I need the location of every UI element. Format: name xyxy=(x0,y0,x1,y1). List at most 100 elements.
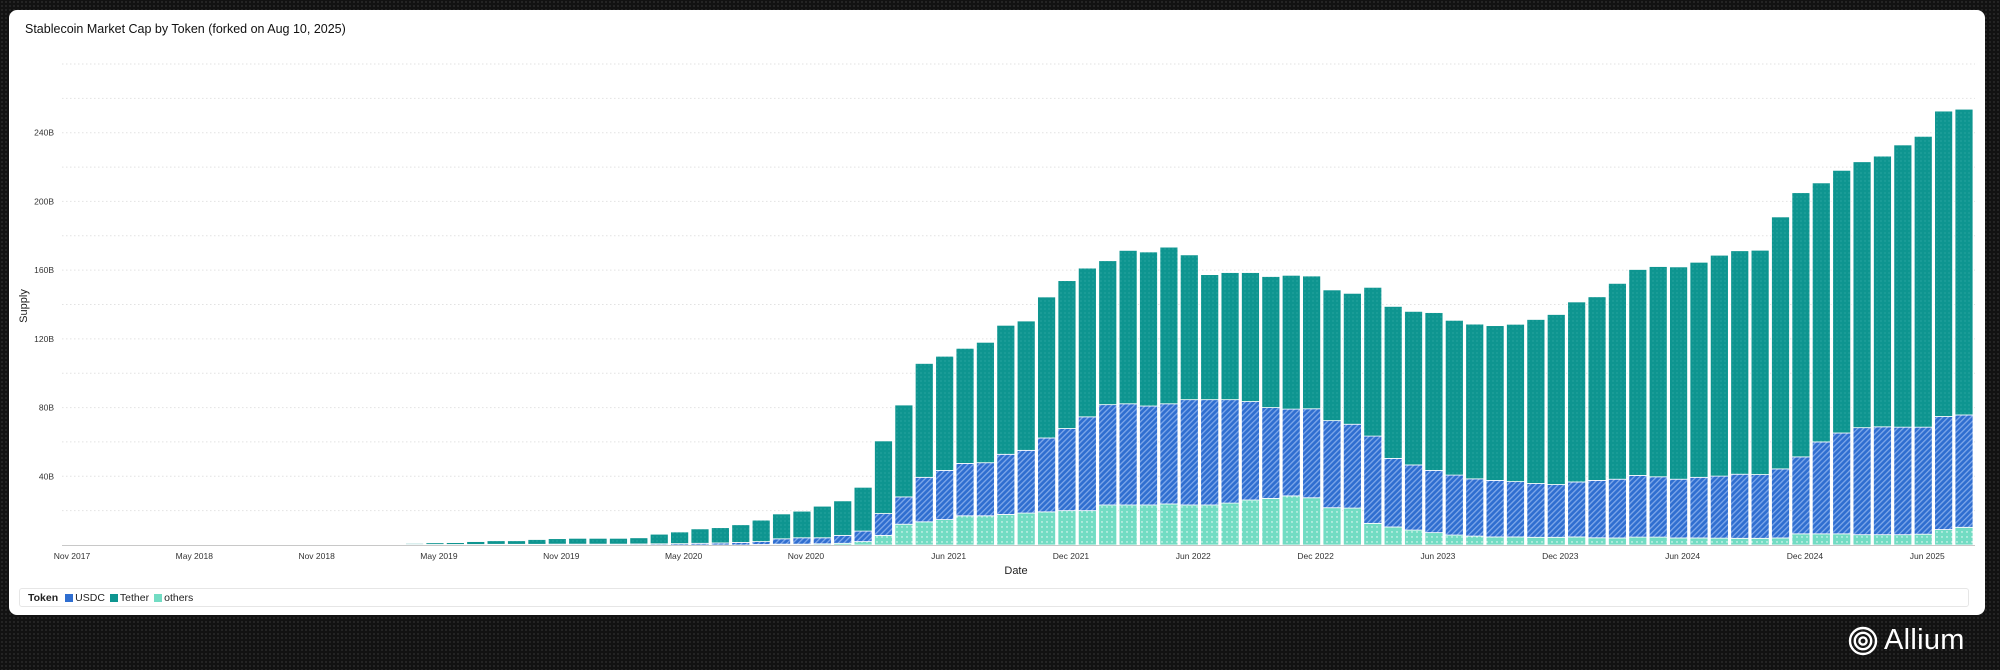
bar-stack[interactable] xyxy=(1628,269,1648,546)
bar-stack[interactable] xyxy=(996,324,1016,546)
bar-others xyxy=(1893,534,1913,546)
bar-stack[interactable] xyxy=(1200,274,1220,546)
x-tick-label: Jun 2025 xyxy=(1910,551,1945,561)
bar-stack[interactable] xyxy=(344,543,363,546)
bar-stack[interactable] xyxy=(1730,250,1750,546)
bar-stack[interactable] xyxy=(1037,296,1056,546)
bar-stack[interactable] xyxy=(486,540,506,546)
bar-stack[interactable] xyxy=(731,524,751,546)
legend-item-tether[interactable]: Tether xyxy=(109,592,149,604)
bar-stack[interactable] xyxy=(955,347,975,546)
bar-stack[interactable] xyxy=(1241,272,1260,546)
bar-stack[interactable] xyxy=(405,543,424,546)
bar-stack[interactable] xyxy=(792,510,812,546)
legend-item-others[interactable]: others xyxy=(154,592,193,604)
bar-stack[interactable] xyxy=(772,513,791,546)
bar-stack[interactable] xyxy=(649,533,669,546)
legend-item-usdc[interactable]: USDC xyxy=(65,592,105,604)
bar-stack[interactable] xyxy=(1954,108,1974,546)
bar-stack[interactable] xyxy=(1893,144,1913,546)
bar-stack[interactable] xyxy=(1546,314,1566,546)
bar-tether xyxy=(1506,323,1525,483)
bar-stack[interactable] xyxy=(1913,135,1933,546)
bar-stack[interactable] xyxy=(751,519,771,546)
bar-stack[interactable] xyxy=(1383,305,1403,546)
bar-stack[interactable] xyxy=(1873,155,1892,546)
bar-stack[interactable] xyxy=(1669,266,1688,546)
bar-stack[interactable] xyxy=(1261,276,1281,546)
bar-stack[interactable] xyxy=(1444,319,1464,546)
bar-stack[interactable] xyxy=(1220,272,1240,546)
bar-stack[interactable] xyxy=(1771,216,1790,546)
bar-stack[interactable] xyxy=(1098,260,1118,546)
bar-stack[interactable] xyxy=(1852,161,1872,546)
bar-stack[interactable] xyxy=(527,539,547,546)
bar-stack[interactable] xyxy=(1159,246,1179,546)
bar-stack[interactable] xyxy=(1302,275,1322,546)
bar-stack[interactable] xyxy=(1179,254,1199,546)
bar-stack[interactable] xyxy=(568,537,588,546)
bar-stack[interactable] xyxy=(1526,319,1546,546)
bar-stack[interactable] xyxy=(1424,312,1444,546)
bar-stack[interactable] xyxy=(1648,266,1668,546)
bar-others xyxy=(1709,537,1729,546)
bar-stack[interactable] xyxy=(1281,274,1301,546)
bar-stack[interactable] xyxy=(914,363,934,546)
bar-stack[interactable] xyxy=(1077,267,1097,546)
bar-stack[interactable] xyxy=(812,505,832,546)
bar-stack[interactable] xyxy=(1057,280,1077,546)
bar-stack[interactable] xyxy=(1832,169,1852,546)
bar-others xyxy=(1342,507,1362,546)
bar-others xyxy=(1608,537,1627,546)
bar-stack[interactable] xyxy=(1342,292,1362,546)
bar-stack[interactable] xyxy=(1791,192,1811,546)
bar-stack[interactable] xyxy=(629,537,649,546)
bar-stack[interactable] xyxy=(935,355,955,546)
bar-stack[interactable] xyxy=(1016,320,1036,546)
bar-stack[interactable] xyxy=(1750,249,1770,546)
bar-others xyxy=(1220,502,1240,546)
bar-stack[interactable] xyxy=(1465,323,1485,546)
bar-stack[interactable] xyxy=(1587,296,1607,546)
bar-stack[interactable] xyxy=(1363,286,1383,546)
bar-stack[interactable] xyxy=(710,527,730,546)
bar-others xyxy=(1526,536,1546,546)
bar-stack[interactable] xyxy=(609,537,628,546)
bar-tether xyxy=(588,537,608,545)
bar-stack[interactable] xyxy=(874,440,893,546)
bar-stack[interactable] xyxy=(976,341,995,546)
bar-tether xyxy=(1934,110,1954,417)
bar-tether xyxy=(445,542,465,545)
bar-stack[interactable] xyxy=(1322,289,1342,546)
bar-stack[interactable] xyxy=(1689,261,1709,546)
bar-stack[interactable] xyxy=(1567,301,1587,546)
bar-stack[interactable] xyxy=(425,542,445,546)
bar-others xyxy=(1322,507,1342,546)
bar-stack[interactable] xyxy=(1506,323,1525,546)
bar-stack[interactable] xyxy=(1118,249,1138,546)
bar-stack[interactable] xyxy=(853,486,873,546)
bar-stack[interactable] xyxy=(466,541,486,546)
bar-stack[interactable] xyxy=(894,404,914,546)
bar-others xyxy=(1302,497,1322,546)
bar-stack[interactable] xyxy=(384,543,404,546)
bar-stack[interactable] xyxy=(1139,251,1158,546)
bar-stack[interactable] xyxy=(1404,310,1423,546)
bar-stack[interactable] xyxy=(445,542,465,546)
bar-usdc xyxy=(1200,399,1220,506)
bar-stack[interactable] xyxy=(588,537,608,546)
bar-stack[interactable] xyxy=(507,540,526,546)
bar-others xyxy=(1750,537,1770,546)
bar-tether xyxy=(792,510,812,539)
bar-usdc xyxy=(1709,475,1729,539)
bar-stack[interactable] xyxy=(833,500,853,546)
bar-stack[interactable] xyxy=(690,528,710,546)
bar-stack[interactable] xyxy=(1608,282,1627,546)
bar-stack[interactable] xyxy=(1709,254,1729,546)
bar-stack[interactable] xyxy=(670,531,690,546)
bar-stack[interactable] xyxy=(1485,325,1505,546)
bar-usdc xyxy=(894,496,914,525)
bar-stack[interactable] xyxy=(1811,182,1831,546)
bar-stack[interactable] xyxy=(547,538,567,546)
bar-stack[interactable] xyxy=(1934,110,1954,546)
